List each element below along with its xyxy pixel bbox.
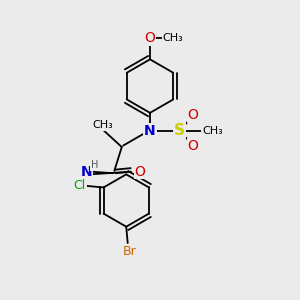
Text: N: N: [144, 124, 156, 138]
Text: Br: Br: [122, 244, 136, 258]
Text: H: H: [91, 160, 98, 170]
Text: CH₃: CH₃: [202, 126, 223, 136]
Text: S: S: [174, 123, 185, 138]
Text: O: O: [188, 108, 199, 122]
Text: Cl: Cl: [74, 179, 86, 193]
Text: CH₃: CH₃: [92, 120, 113, 130]
Text: O: O: [188, 139, 199, 153]
Text: CH₃: CH₃: [163, 33, 184, 43]
Text: N: N: [80, 165, 92, 179]
Text: O: O: [134, 165, 145, 179]
Text: O: O: [145, 31, 155, 45]
